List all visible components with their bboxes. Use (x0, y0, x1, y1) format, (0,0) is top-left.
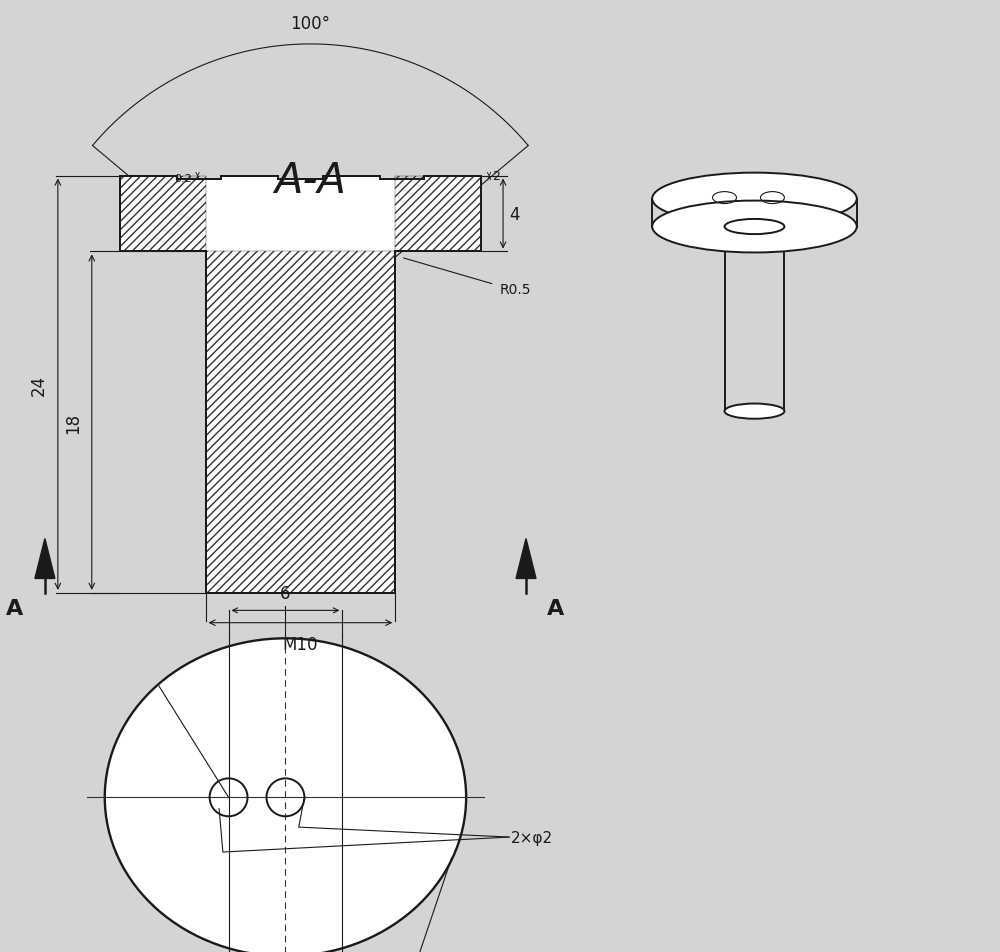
Text: R0.5: R0.5 (500, 283, 531, 297)
Polygon shape (35, 539, 55, 579)
Text: 24: 24 (30, 374, 48, 395)
Ellipse shape (652, 202, 857, 253)
Text: M10: M10 (283, 635, 318, 653)
Text: 2×φ2: 2×φ2 (511, 830, 553, 844)
Text: 0.2: 0.2 (174, 173, 192, 184)
Polygon shape (516, 539, 536, 579)
Text: 2: 2 (492, 169, 500, 183)
Text: A: A (547, 599, 565, 619)
Text: A-A: A-A (274, 160, 346, 202)
Text: 18: 18 (64, 412, 82, 433)
Ellipse shape (652, 173, 857, 226)
Text: 100°: 100° (290, 15, 330, 33)
Polygon shape (120, 176, 481, 593)
Ellipse shape (725, 404, 784, 419)
Text: 4: 4 (509, 206, 520, 224)
Text: 6: 6 (280, 585, 291, 603)
Ellipse shape (105, 639, 466, 952)
Text: A: A (6, 599, 24, 619)
Ellipse shape (725, 220, 784, 235)
